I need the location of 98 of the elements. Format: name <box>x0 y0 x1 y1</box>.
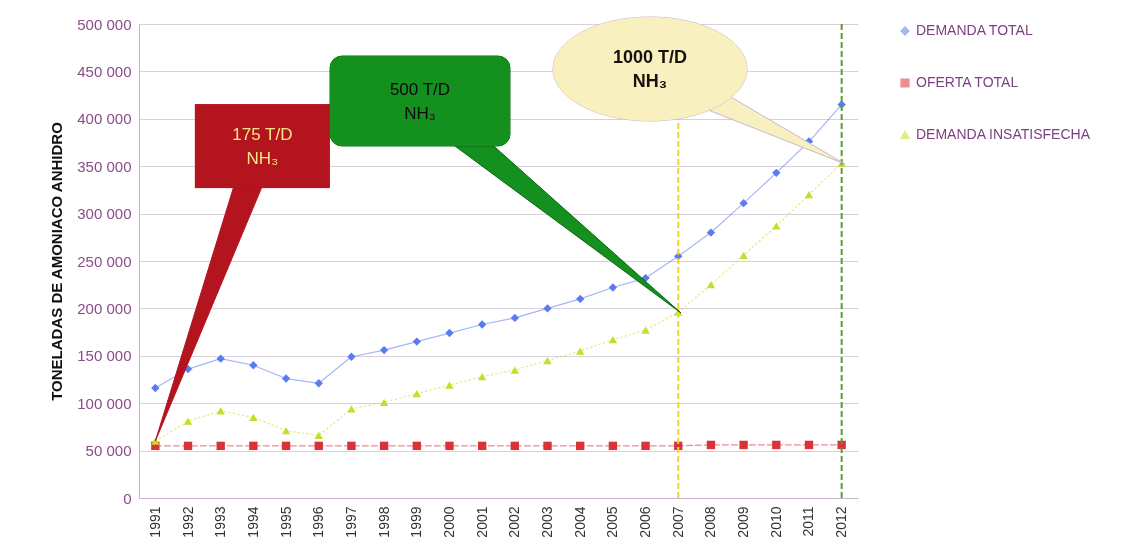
point <box>249 413 258 422</box>
point <box>281 374 291 383</box>
point <box>412 390 421 398</box>
y-tick-label: 300 000 <box>77 205 132 223</box>
point <box>772 168 781 178</box>
point <box>739 198 748 208</box>
annotation: 500 T/D NH₃ <box>389 79 451 123</box>
x-tick-label: 1996 <box>310 506 327 538</box>
point <box>379 441 389 451</box>
point <box>543 441 552 451</box>
point <box>379 398 389 406</box>
legend-label: OFERTA TOTAL <box>916 74 1019 90</box>
point <box>379 345 389 355</box>
point <box>412 337 421 346</box>
y-tick-label: 200 000 <box>77 299 132 317</box>
x-tick-label: 2006 <box>637 506 654 538</box>
x-tick-label: 2003 <box>539 506 556 538</box>
point <box>216 441 225 451</box>
point <box>608 441 618 451</box>
speech-bubble: 175 T/D NH₃ <box>194 104 330 189</box>
x-tick-label: 2005 <box>604 506 621 538</box>
y-tick-label: 50 000 <box>85 442 132 460</box>
x-tick-label: 1991 <box>146 506 163 538</box>
x-tick-label: 1993 <box>212 506 229 538</box>
point <box>249 361 258 370</box>
point <box>739 251 748 259</box>
point <box>183 441 193 451</box>
point <box>543 356 552 365</box>
x-tick-label: 1995 <box>277 506 294 538</box>
speech-bubble: 500 T/D NH₃ <box>329 55 511 147</box>
point <box>445 328 454 338</box>
point <box>314 379 323 388</box>
point <box>314 431 323 440</box>
legend-label: DEMANDA TOTAL <box>916 22 1033 38</box>
y-tick-label: 350 000 <box>77 157 132 175</box>
y-tick-label: 500 000 <box>77 15 132 33</box>
x-tick-label: 2012 <box>833 506 850 538</box>
x-tick-label: 2007 <box>669 506 686 538</box>
point <box>772 222 781 230</box>
point <box>347 352 356 361</box>
point <box>347 441 356 451</box>
point <box>151 437 160 445</box>
point <box>510 366 520 374</box>
point <box>641 441 650 451</box>
x-tick-label: 2002 <box>506 506 523 538</box>
point <box>739 440 748 450</box>
point <box>445 441 454 451</box>
point <box>608 336 618 344</box>
y-tick-label: 450 000 <box>77 62 132 80</box>
point <box>249 441 258 451</box>
point <box>445 381 454 389</box>
point <box>772 440 781 450</box>
x-tick-label: 2001 <box>473 506 490 538</box>
point <box>183 417 193 425</box>
point <box>543 304 552 313</box>
y-tick-label: 100 000 <box>77 394 132 412</box>
point <box>281 441 291 451</box>
point <box>412 441 421 451</box>
point <box>314 441 323 451</box>
y-tick-label: 150 000 <box>77 347 132 365</box>
point <box>281 427 291 435</box>
point <box>576 441 585 451</box>
point <box>641 326 650 334</box>
point <box>706 281 716 289</box>
legend-label: DEMANDA INSATISFECHA <box>916 126 1091 142</box>
point <box>477 320 487 329</box>
x-tick-label: 2004 <box>571 506 588 538</box>
x-tick-label: 2000 <box>440 506 457 538</box>
point <box>706 228 716 237</box>
y-axis-title: TONELADAS DE AMONIACO ANHIDRO <box>48 121 66 401</box>
point <box>576 294 585 304</box>
point <box>804 440 814 450</box>
point <box>706 440 716 450</box>
annotation: 1000 T/D NH₃ <box>612 47 688 92</box>
point <box>576 347 585 355</box>
point <box>510 313 520 323</box>
x-tick-label: 1994 <box>244 506 261 538</box>
x-tick-label: 1997 <box>342 506 359 538</box>
point <box>477 373 487 381</box>
point <box>477 441 487 451</box>
point <box>804 191 814 199</box>
annotation: 175 T/D NH₃ <box>232 125 293 169</box>
point <box>510 441 520 451</box>
point <box>608 283 618 292</box>
point <box>151 383 160 393</box>
point <box>216 354 225 363</box>
x-tick-label: 1998 <box>375 506 392 538</box>
x-tick-label: 2008 <box>702 506 719 538</box>
y-tick-label: 250 000 <box>77 252 132 270</box>
x-tick-label: 1999 <box>408 506 425 538</box>
x-tick-label: 2011 <box>800 506 817 537</box>
x-tick-label: 2010 <box>767 506 784 538</box>
y-tick-label: 0 <box>123 489 132 507</box>
speech-bubble: 1000 T/D NH₃ <box>552 16 748 122</box>
x-tick-label: 1992 <box>179 506 196 538</box>
point <box>347 405 356 413</box>
y-tick-label: 400 000 <box>77 110 132 128</box>
x-tick-label: 2009 <box>735 506 752 538</box>
